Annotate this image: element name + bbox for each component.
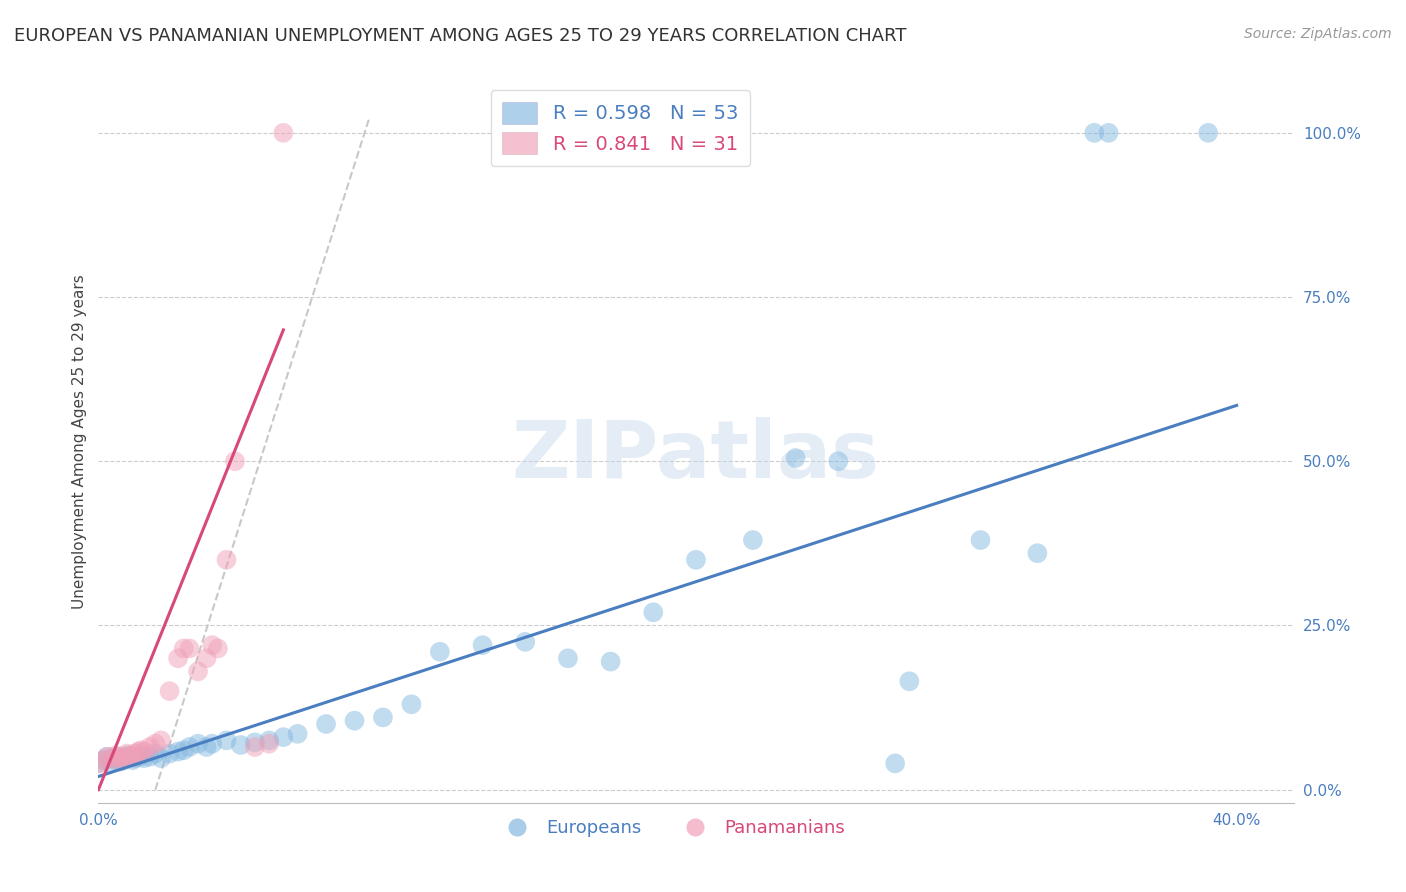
Point — [1097, 126, 1119, 140]
Point — [101, 751, 124, 765]
Point — [179, 739, 201, 754]
Point — [343, 714, 366, 728]
Point — [401, 698, 423, 712]
Point — [557, 651, 579, 665]
Point — [1026, 546, 1049, 560]
Point — [201, 737, 224, 751]
Point — [159, 684, 181, 698]
Point — [429, 645, 451, 659]
Point — [884, 756, 907, 771]
Point — [179, 641, 201, 656]
Point — [112, 751, 135, 765]
Point — [132, 745, 155, 759]
Point — [371, 710, 394, 724]
Point — [129, 748, 152, 763]
Point — [599, 655, 621, 669]
Point — [87, 756, 110, 771]
Point — [969, 533, 991, 547]
Point — [741, 533, 763, 547]
Legend: Europeans, Panamanians: Europeans, Panamanians — [492, 812, 852, 845]
Point — [287, 727, 309, 741]
Point — [167, 745, 190, 759]
Point — [127, 745, 149, 759]
Point — [96, 749, 118, 764]
Point — [138, 749, 160, 764]
Point — [107, 749, 129, 764]
Point — [93, 753, 115, 767]
Point — [115, 748, 138, 763]
Point — [104, 748, 127, 763]
Point — [138, 739, 160, 754]
Point — [115, 747, 138, 761]
Y-axis label: Unemployment Among Ages 25 to 29 years: Unemployment Among Ages 25 to 29 years — [72, 274, 87, 609]
Point — [127, 749, 149, 764]
Point — [785, 450, 807, 465]
Point — [207, 641, 229, 656]
Point — [187, 665, 209, 679]
Point — [1197, 126, 1219, 140]
Point — [471, 638, 494, 652]
Point — [93, 753, 115, 767]
Point — [685, 553, 707, 567]
Point — [96, 749, 118, 764]
Point — [898, 674, 921, 689]
Point — [273, 730, 295, 744]
Point — [104, 753, 127, 767]
Point — [1083, 126, 1105, 140]
Point — [110, 749, 132, 764]
Point — [150, 733, 173, 747]
Point — [118, 748, 141, 763]
Point — [315, 717, 337, 731]
Point — [215, 733, 238, 747]
Point — [143, 747, 166, 761]
Point — [229, 738, 252, 752]
Point — [124, 751, 146, 765]
Point — [167, 651, 190, 665]
Point — [132, 751, 155, 765]
Point — [243, 739, 266, 754]
Text: EUROPEAN VS PANAMANIAN UNEMPLOYMENT AMONG AGES 25 TO 29 YEARS CORRELATION CHART: EUROPEAN VS PANAMANIAN UNEMPLOYMENT AMON… — [14, 27, 907, 45]
Point — [87, 756, 110, 771]
Point — [827, 454, 849, 468]
Point — [121, 753, 143, 767]
Point — [101, 751, 124, 765]
Point — [124, 747, 146, 761]
Point — [98, 755, 121, 769]
Point — [107, 753, 129, 767]
Point — [224, 454, 246, 468]
Point — [187, 737, 209, 751]
Point — [257, 733, 280, 747]
Point — [201, 638, 224, 652]
Text: Source: ZipAtlas.com: Source: ZipAtlas.com — [1244, 27, 1392, 41]
Point — [118, 749, 141, 764]
Point — [243, 735, 266, 749]
Point — [110, 755, 132, 769]
Point — [257, 737, 280, 751]
Text: ZIPatlas: ZIPatlas — [512, 417, 880, 495]
Point — [215, 553, 238, 567]
Point — [173, 743, 195, 757]
Point — [515, 635, 537, 649]
Point — [273, 126, 295, 140]
Point — [195, 651, 218, 665]
Point — [195, 739, 218, 754]
Point — [129, 743, 152, 757]
Point — [173, 641, 195, 656]
Point — [143, 737, 166, 751]
Point — [112, 751, 135, 765]
Point — [150, 751, 173, 765]
Point — [121, 749, 143, 764]
Point — [159, 747, 181, 761]
Point — [643, 605, 665, 619]
